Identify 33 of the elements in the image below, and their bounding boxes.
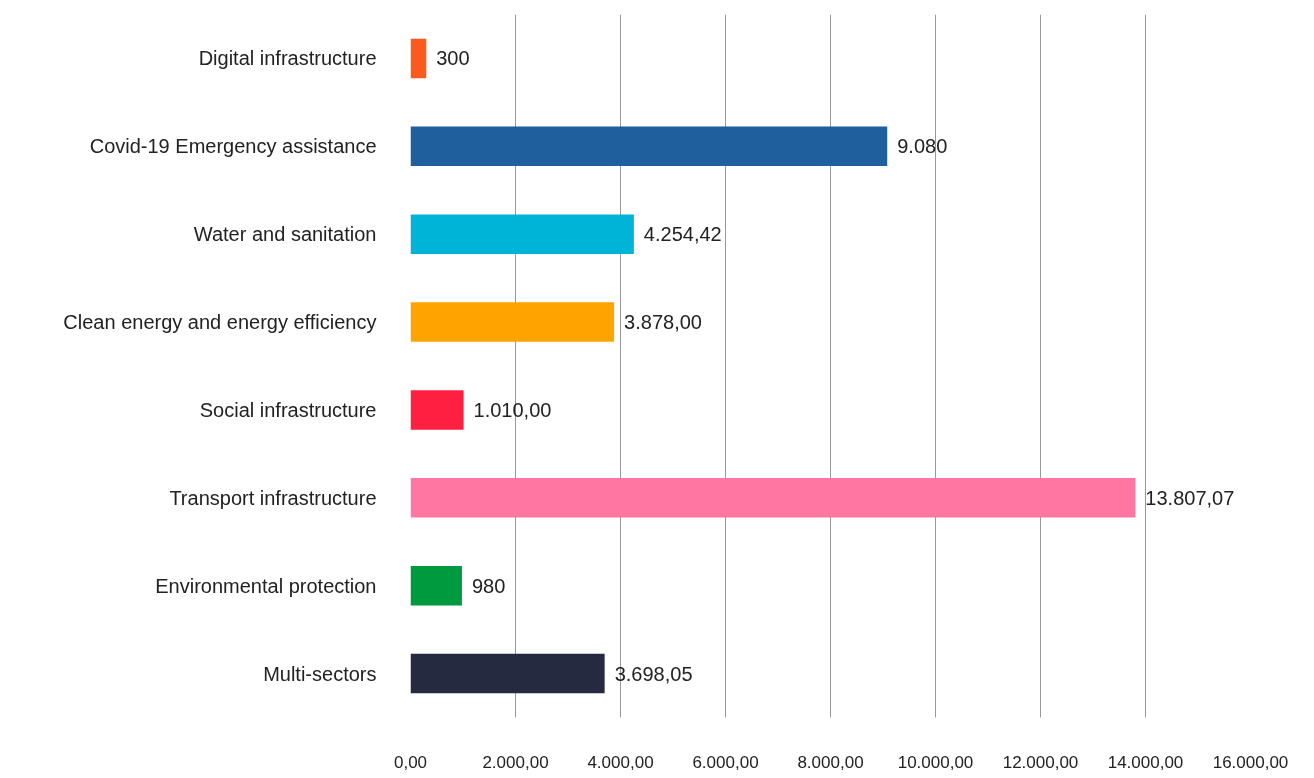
bar (410, 565, 462, 606)
data-label: 300 (436, 47, 470, 70)
x-tick-label: 6.000,00 (692, 752, 759, 772)
bar (410, 478, 1136, 518)
x-tick-label: 14.000,00 (1107, 752, 1184, 772)
bar (410, 214, 634, 254)
x-tick-label: 12.000,00 (1002, 752, 1079, 772)
bar (410, 302, 615, 342)
y-tick-label: Transport infrastructure (169, 486, 377, 509)
x-tick-label: 8.000,00 (797, 752, 864, 772)
x-tick-label: 4.000,00 (587, 752, 654, 772)
data-label: 980 (471, 574, 506, 597)
y-tick-label: Digital infrastructure (198, 47, 377, 70)
data-label: 9.080 (897, 135, 948, 158)
x-tick-label: 10.000,00 (897, 752, 974, 772)
y-tick-label: Social infrastructure (199, 398, 377, 421)
x-tick-label: 0,00 (393, 752, 428, 772)
bar (410, 653, 605, 694)
data-label: 3.698,05 (614, 662, 693, 685)
y-tick-label: Environmental protection (155, 574, 377, 597)
data-label: 1.010,00 (473, 398, 552, 421)
data-label: 3.878,00 (624, 311, 702, 334)
x-tick-label: 16.000,00 (1212, 752, 1289, 772)
bar (410, 390, 464, 430)
y-tick-label: Water and sanitation (193, 223, 377, 246)
y-tick-label: Covid-19 Emergency assistance (89, 135, 377, 158)
y-tick-label: Multi-sectors (263, 662, 377, 685)
data-label: 4.254,42 (643, 223, 722, 246)
x-tick-label: 2.000,00 (482, 752, 549, 772)
bar (410, 38, 427, 79)
y-tick-label: Clean energy and energy efficiency (63, 311, 377, 334)
data-label: 13.807,07 (1145, 486, 1235, 509)
bar (410, 126, 888, 167)
